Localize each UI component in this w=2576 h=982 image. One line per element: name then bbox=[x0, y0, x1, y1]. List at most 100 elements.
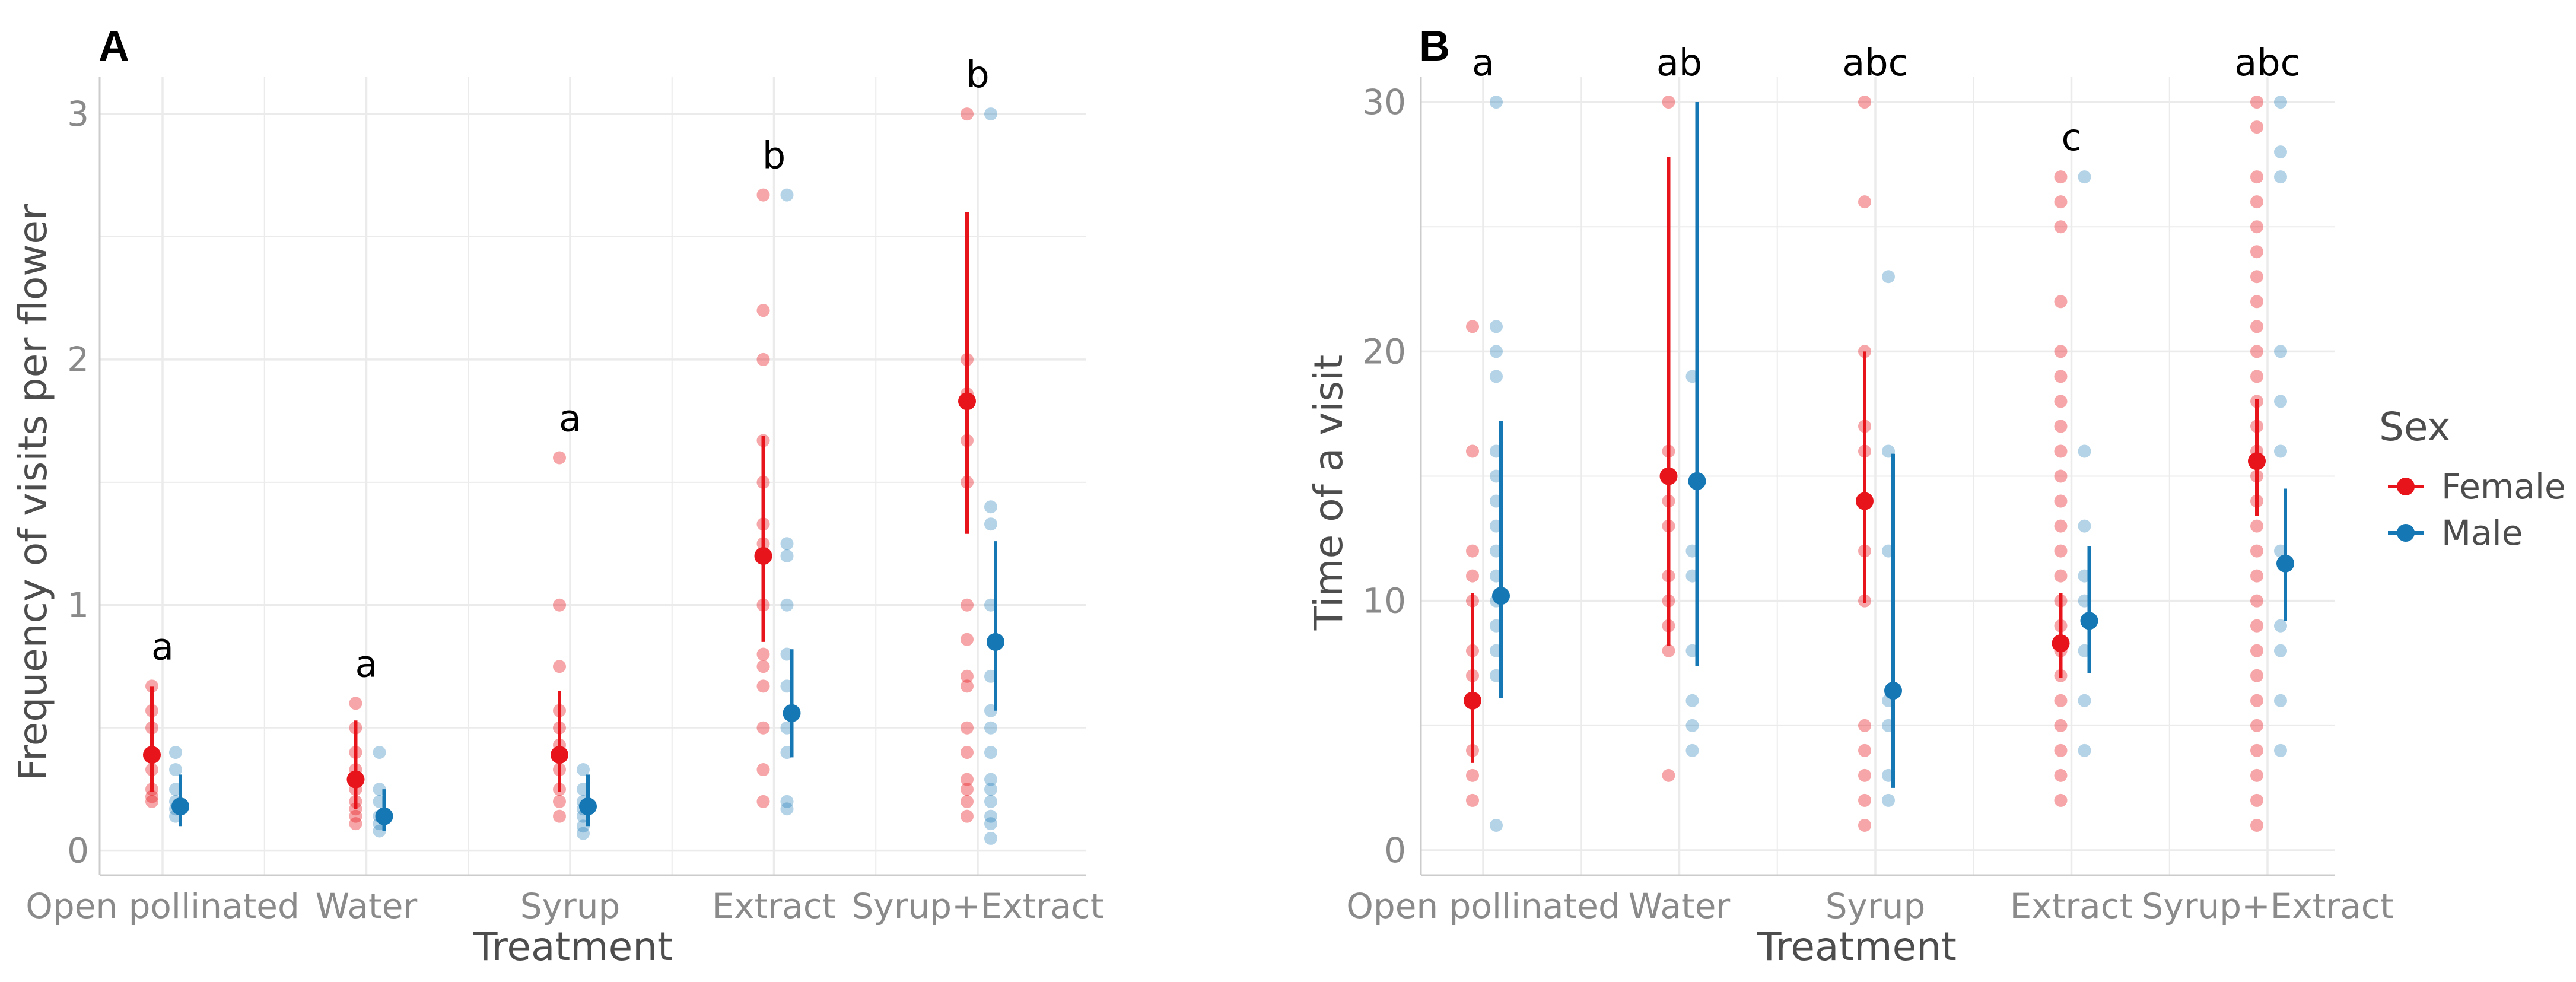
panel-a-female-point bbox=[961, 795, 974, 808]
panel-a-x-tick-label: Water bbox=[316, 886, 418, 926]
panel-b-female-point bbox=[2054, 743, 2068, 757]
legend-male-label: Male bbox=[2441, 513, 2523, 553]
panel-b-female-mean-point bbox=[2248, 452, 2266, 471]
panel-a-male-mean-point bbox=[783, 704, 801, 722]
panel-b-x-axis-title: Treatment bbox=[1757, 924, 1957, 970]
panel-b-female-point bbox=[1662, 644, 1675, 657]
panel-a-male-point bbox=[984, 783, 997, 796]
panel-a-x-ticks: Open pollinated Water Syrup Extract Syrup+Ex… bbox=[26, 886, 1103, 926]
panel-b-male-point bbox=[1685, 694, 1699, 707]
panel-b-male-point bbox=[2078, 170, 2091, 184]
panel-b-male-point bbox=[1882, 270, 1895, 284]
panel-a-female-mean-point bbox=[551, 746, 568, 764]
panel-b-male-mean-point bbox=[2080, 612, 2098, 630]
panel-b-x-tick-label: Water bbox=[1629, 886, 1731, 926]
panel-a-male-point bbox=[373, 746, 386, 759]
panel-a-female-point bbox=[553, 809, 566, 823]
panel-a-x-tick-label: Syrup+Extract bbox=[852, 886, 1104, 926]
panel-b-female-point bbox=[2054, 420, 2068, 433]
panel-b-female-point bbox=[2250, 644, 2263, 657]
panel-b-x-tick-label: Syrup+Extract bbox=[2142, 886, 2394, 926]
panel-b-male-point bbox=[2078, 694, 2091, 707]
panel-a-summaries bbox=[143, 212, 1004, 831]
panel-a-female-mean-point bbox=[346, 770, 365, 789]
panel-b-significance-letter: abc bbox=[1842, 41, 1908, 84]
panel-b-female-point bbox=[2250, 170, 2263, 184]
panel-a-male-point bbox=[780, 537, 794, 551]
panel-b-significance-letter: a bbox=[1472, 41, 1494, 84]
panel-b-female-point bbox=[1858, 719, 1871, 732]
panel-b-female-point bbox=[2054, 220, 2068, 234]
panel-a-male-point bbox=[169, 746, 182, 759]
panel-b-summaries bbox=[1464, 102, 2294, 788]
panel-b-female-point bbox=[2054, 768, 2068, 782]
panel-b-male-point bbox=[2078, 519, 2091, 533]
panel-a-female-point bbox=[756, 795, 770, 808]
panel-b-female-point bbox=[2054, 295, 2068, 309]
panel-a-female-point bbox=[961, 679, 974, 693]
panel-a-female-point bbox=[349, 809, 362, 823]
panel-a-female-point bbox=[553, 451, 566, 465]
panel-a-female-point bbox=[756, 188, 770, 202]
panel-b-female-point bbox=[2054, 694, 2068, 707]
panel-a-female-point bbox=[756, 647, 770, 661]
panel-b-male-point bbox=[2274, 644, 2287, 657]
panel-b-female-point bbox=[2054, 544, 2068, 558]
panel-b-female-point bbox=[2250, 120, 2263, 134]
panel-b-male-mean-point bbox=[1688, 472, 1706, 490]
panel-a-female-point bbox=[349, 697, 362, 710]
panel-b-male-point bbox=[2274, 395, 2287, 408]
panel-a-significance-letter: b bbox=[966, 53, 989, 96]
panel-a-female-point bbox=[553, 598, 566, 612]
panel-a-y-tick-label: 3 bbox=[67, 94, 89, 134]
panel-b-female-point bbox=[2054, 195, 2068, 209]
panel-a-significance-letter: b bbox=[762, 134, 785, 177]
panel-b-female-point bbox=[2250, 669, 2263, 682]
panel-b-female-point bbox=[2054, 569, 2068, 583]
panel-a-male-point bbox=[984, 500, 997, 514]
panel-a-male-point bbox=[780, 188, 794, 202]
panel-b-male-point bbox=[1685, 719, 1699, 732]
panel-b-female-mean-point bbox=[2052, 634, 2070, 653]
panel-a-y-axis-title: Frequency of visits per flower bbox=[10, 204, 56, 781]
legend-title: Sex bbox=[2379, 404, 2450, 450]
panel-a-female-point bbox=[961, 633, 974, 646]
panel-b-significance-letter: c bbox=[2061, 116, 2081, 159]
panel-a-male-point bbox=[780, 802, 794, 816]
panel-b-female-point bbox=[1858, 793, 1871, 807]
panel-b-y-tick-label: 0 bbox=[1384, 830, 1406, 870]
panel-b-significance-labels: a ab abc c abc bbox=[1472, 41, 2301, 159]
panel-a-female-mean-point bbox=[143, 746, 161, 764]
panel-a-female-point bbox=[961, 107, 974, 121]
panel-b-male-point bbox=[2078, 743, 2091, 757]
panel-b-female-point bbox=[2054, 793, 2068, 807]
panel-b-female-point bbox=[2250, 345, 2263, 358]
panel-b-female-point bbox=[2054, 370, 2068, 383]
panel-b-female-point bbox=[1858, 195, 1871, 209]
panel-b-female-point bbox=[2250, 768, 2263, 782]
panel-b-female-point bbox=[1858, 768, 1871, 782]
panel-a-y-ticks: 0 1 2 3 bbox=[67, 94, 89, 871]
panel-a-points bbox=[145, 107, 997, 845]
panel-b-female-mean-point bbox=[1659, 467, 1678, 485]
panel-a-female-point bbox=[145, 790, 158, 803]
panel-a-male-point bbox=[984, 795, 997, 808]
panel-a-y-tick-label: 1 bbox=[67, 585, 89, 625]
panel-b-female-point bbox=[2250, 245, 2263, 259]
panel-b-female-point bbox=[1858, 96, 1871, 109]
panel-b-y-axis-title: Time of a visit bbox=[1306, 355, 1351, 631]
panel-b-female-mean-point bbox=[1856, 492, 1874, 510]
panel-b-female-point bbox=[2054, 444, 2068, 458]
panel-a-female-point bbox=[756, 660, 770, 673]
panel-a-male-point bbox=[984, 746, 997, 759]
panel-b-male-point bbox=[2274, 694, 2287, 707]
panel-a-female-point bbox=[553, 660, 566, 673]
panel-a-male-point bbox=[984, 809, 997, 823]
panel-b-male-mean-point bbox=[2276, 554, 2294, 573]
panel-a-female-point bbox=[756, 352, 770, 366]
panel-b-male-point bbox=[1490, 320, 1503, 333]
panel-b-male-point bbox=[2274, 345, 2287, 358]
panel-a-male-mean-point bbox=[987, 633, 1004, 651]
panel-a-female-point bbox=[961, 598, 974, 612]
